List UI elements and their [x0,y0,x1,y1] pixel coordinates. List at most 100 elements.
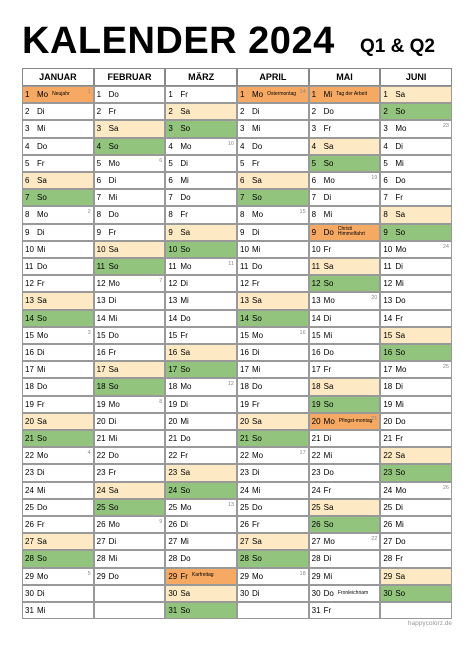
day-cell: 14 Mi [93,309,166,327]
day-number: 21 [383,434,393,444]
day-number: 22 [168,451,178,461]
day-number: 16 [96,348,106,358]
day-cell: 2 Sa [165,103,237,121]
day-number: 1 [383,90,388,100]
day-cell: 9 Do Christi Himmelfahrt [308,223,381,241]
day-number: 22 [383,451,393,461]
day-number: 2 [383,107,388,117]
weekday: Fr [108,468,117,478]
day-cell: 21 Do [165,430,237,448]
day-cell: 6 Mo 19 [308,172,381,190]
day-cell: 26 Di [165,516,237,534]
day-number: 31 [168,606,178,616]
weekday: Mo [252,90,264,100]
weekday: Di [252,588,260,598]
month-header: JUNI [380,68,452,86]
day-cell: 13 Sa [237,292,309,310]
day-cell: 2 Fr [93,103,166,121]
day-cell: 16 So [380,344,452,362]
day-number: 3 [311,124,317,134]
weekday: Mi [395,520,404,530]
weekday: Fr [395,434,403,444]
weekday: Mo [395,485,407,495]
day-number: 1 [240,90,245,100]
day-number: 25 [96,502,106,512]
weekday: Di [180,279,188,289]
day-number: 31 [311,606,321,616]
day-number: 10 [383,244,393,254]
day-number: 22 [25,451,34,461]
day-cell: 10 So [165,240,237,258]
day-number: 23 [96,468,106,478]
day-cell: 22 Fr [165,447,237,465]
day-cell: 11 Do [237,258,309,276]
weekday: Mi [323,210,333,220]
day-cell: 28 So [237,550,309,568]
title: KALENDER 2024 [22,20,335,62]
day-cell: 4 Do [237,137,309,155]
weekday: Fr [180,90,188,100]
day-cell: 5 Mi [380,154,452,172]
weekday: Fr [180,571,188,581]
day-cell: 10 Mi [22,240,94,258]
weekday: Do [108,330,119,340]
weekday: Do [108,210,119,220]
day-cell: 8 Do [93,206,166,224]
day-number: 9 [25,227,30,237]
weekday: Di [180,399,188,409]
day-number: 28 [311,554,321,564]
weekday: Sa [395,451,406,461]
day-number: 29 [240,571,249,581]
weekday: Fr [252,399,260,409]
day-number: 16 [168,348,178,358]
day-cell: 18 Do [22,378,94,396]
day-cell: 14 Di [308,309,381,327]
weekday: Mi [37,124,46,134]
day-cell: 7 Di [308,189,381,207]
weekday: So [252,193,262,203]
day-cell: 22 Mo 4 [22,447,94,465]
day-number: 21 [168,434,178,444]
weekday: Di [108,416,117,426]
day-cell: 4 Sa [308,137,381,155]
day-number: 14 [25,313,34,323]
day-cell: 28 So [22,550,94,568]
weekday: Fr [180,210,188,220]
day-number: 25 [383,502,393,512]
day-cell: 11 Do [22,258,94,276]
day-number: 22 [96,451,106,461]
weekday: Di [108,296,117,306]
day-cell: 19 Di [165,395,237,413]
weekday: Sa [395,210,406,220]
day-cell: 16 Di [22,344,94,362]
weekday: Mo [108,279,120,289]
weekday: Mi [395,399,404,409]
day-number: 7 [168,193,173,203]
day-number: 27 [96,537,106,547]
weekday: Sa [395,571,406,581]
holiday-note: Pfingst-montag [338,417,373,424]
day-number: 19 [25,399,34,409]
day-number: 1 [25,90,30,100]
day-number: 12 [240,279,249,289]
weekday: Sa [180,468,191,478]
weekday: So [323,279,334,289]
day-number: 19 [168,399,178,409]
day-cell: 23 Do [308,464,381,482]
weekday: Fr [108,107,117,117]
day-cell: 2 Do [308,103,381,121]
day-number: 24 [96,485,106,495]
weekday: Fr [395,554,403,564]
weekday: Di [37,468,45,478]
day-number: 12 [168,279,178,289]
day-cell: 29 Mi [308,567,381,585]
weekday: Mi [323,330,333,340]
day-cell: 19 So [308,395,381,413]
day-number: 13 [168,296,178,306]
day-number: 20 [311,416,321,426]
day-cell: 18 Mo 12 [165,378,237,396]
weekday: Di [323,434,332,444]
day-cell: 22 Mi [308,447,381,465]
weekday: Fr [395,313,403,323]
